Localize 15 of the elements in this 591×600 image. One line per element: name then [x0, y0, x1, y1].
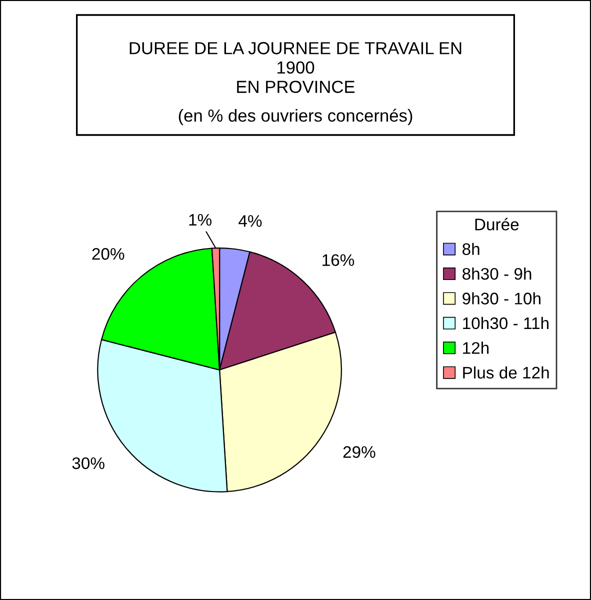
legend-title: Durée [475, 218, 519, 230]
legend-label: 9h30 - 10h [462, 292, 540, 304]
legend-label: 12h [463, 342, 489, 354]
legend-label: Plus de 12h [463, 366, 549, 379]
data-label: 4% [238, 215, 262, 227]
data-label: 20% [92, 248, 124, 260]
data-label: 1% [189, 214, 212, 226]
legend-label: 8h [462, 242, 480, 256]
data-label: 29% [343, 446, 376, 458]
legend-label: 10h30 - 11h [463, 316, 548, 330]
data-label: 30% [72, 457, 104, 470]
chart-title: DUREE DE LA JOURNEE DE TRAVAIL EN 1900 EN PROVINCE [130, 42, 462, 93]
data-label: 16% [322, 254, 354, 266]
chart-subtitle: (en % des ouvriers concernés) [178, 108, 412, 126]
legend-label: 8h30 - 9h [462, 268, 532, 280]
